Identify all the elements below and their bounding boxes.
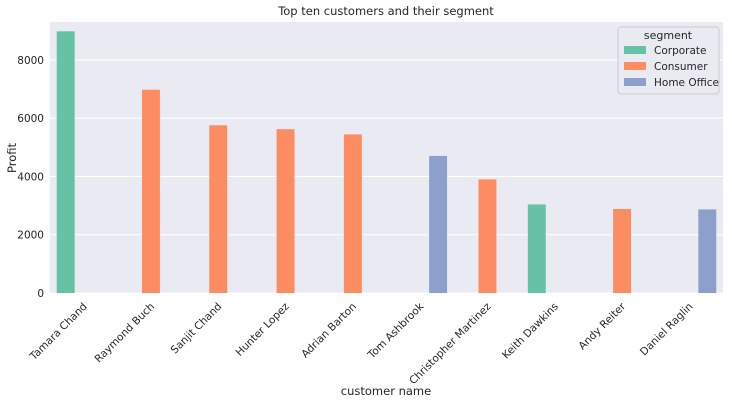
x-tick-label: Hunter Lopez bbox=[234, 300, 292, 358]
x-tick-label: Sanjit Chand bbox=[169, 301, 225, 357]
x-tick-label: Tamara Chand bbox=[27, 301, 90, 364]
x-tick-labels: Tamara Chand Raymond Buch Sanjit Chand Hunt… bbox=[27, 300, 695, 387]
bar-corporate bbox=[56, 31, 75, 293]
x-tick-label: Adrian Barton bbox=[299, 301, 359, 361]
bar-consumer bbox=[478, 179, 497, 293]
x-tick-label: Daniel Raglin bbox=[638, 301, 696, 359]
bar-corporate bbox=[527, 204, 546, 293]
bar-home-office bbox=[698, 209, 717, 293]
legend-swatch bbox=[624, 78, 646, 86]
bar-home-office bbox=[429, 155, 448, 293]
chart-title: Top ten customers and their segment bbox=[277, 4, 494, 18]
y-tick-label: 8000 bbox=[17, 55, 44, 67]
bar-consumer bbox=[141, 89, 160, 294]
y-tick-labels: 0 2000 4000 6000 8000 bbox=[17, 55, 44, 300]
plot-background bbox=[50, 22, 723, 293]
legend-title: segment bbox=[644, 29, 693, 42]
legend: segment Corporate Consumer Home Office bbox=[617, 26, 720, 95]
y-tick-label: 4000 bbox=[17, 171, 44, 183]
x-tick-label: Tom Ashbrook bbox=[365, 300, 427, 362]
legend-label: Home Office bbox=[654, 77, 719, 89]
x-tick-label: Raymond Buch bbox=[93, 301, 158, 366]
y-axis-title: Profit bbox=[5, 143, 19, 173]
bars bbox=[56, 31, 717, 294]
grid-lines bbox=[50, 59, 723, 294]
legend-items: Corporate Consumer Home Office bbox=[624, 45, 719, 89]
y-tick-label: 2000 bbox=[17, 230, 44, 242]
bar-consumer bbox=[613, 208, 632, 293]
legend-label: Consumer bbox=[654, 61, 708, 73]
bar-consumer bbox=[343, 134, 362, 293]
legend-label: Corporate bbox=[654, 45, 707, 57]
bar-consumer bbox=[276, 129, 295, 293]
y-tick-label: 0 bbox=[37, 288, 44, 300]
y-tick-label: 6000 bbox=[17, 113, 44, 125]
x-axis-title: customer name bbox=[341, 384, 431, 398]
bar-consumer bbox=[209, 125, 228, 294]
x-tick-label: Keith Dawkins bbox=[500, 301, 561, 362]
legend-swatch bbox=[624, 46, 646, 54]
legend-box bbox=[617, 26, 720, 95]
x-tick-label: Andy Reiter bbox=[576, 300, 628, 352]
legend-swatch bbox=[624, 62, 646, 70]
